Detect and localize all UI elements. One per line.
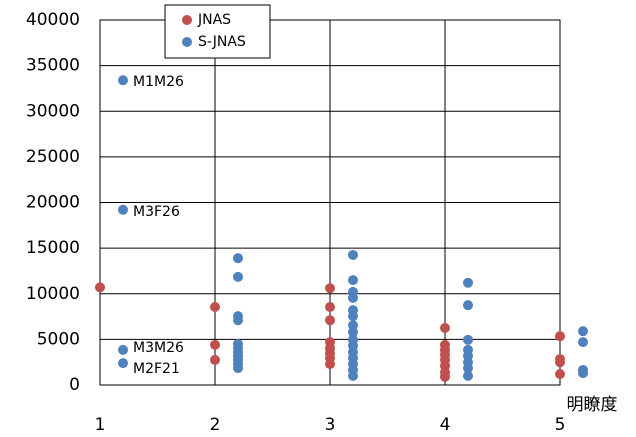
x-tick-label: 2 [210, 415, 221, 435]
point [463, 370, 473, 381]
point [555, 357, 565, 368]
point [348, 370, 358, 381]
point [325, 283, 335, 294]
annotation: M2F21 [133, 361, 180, 377]
point [440, 371, 450, 382]
point [463, 277, 473, 288]
point [210, 354, 220, 365]
annotation: M3F26 [133, 204, 180, 220]
x-tick-label: 3 [325, 415, 336, 435]
point [555, 369, 565, 380]
y-tick-label: 35000 [26, 56, 80, 76]
x-tick-label: 5 [555, 415, 566, 435]
point [440, 322, 450, 333]
point [463, 363, 473, 374]
point [348, 292, 358, 303]
legend-label: JNAS [197, 12, 231, 28]
point [555, 331, 565, 342]
y-tick-label: 40000 [26, 10, 80, 30]
point [233, 253, 243, 264]
point [325, 359, 335, 370]
annotation: M3M26 [133, 340, 184, 356]
point [348, 311, 358, 322]
point [233, 271, 243, 282]
point [348, 275, 358, 286]
plot-border [99, 19, 561, 386]
point [348, 327, 358, 338]
point [348, 320, 358, 331]
point [233, 315, 243, 326]
point [118, 75, 128, 86]
point [578, 337, 588, 348]
y-tick-label: 30000 [26, 101, 80, 121]
y-tick-label: 20000 [26, 193, 80, 213]
point [118, 204, 128, 215]
point [463, 334, 473, 345]
point [95, 282, 105, 293]
y-tick-label: 25000 [26, 147, 80, 167]
point [210, 301, 220, 312]
legend-label: S-JNAS [198, 34, 246, 50]
point [325, 315, 335, 326]
x-tick-label: 4 [440, 415, 451, 435]
point [578, 326, 588, 337]
y-tick-label: 5000 [37, 329, 80, 349]
legend-marker [182, 15, 192, 25]
point [325, 301, 335, 312]
annotation: M1M26 [133, 74, 184, 90]
y-tick-label: 10000 [26, 284, 80, 304]
y-tick-label: 15000 [26, 238, 80, 258]
point [210, 339, 220, 350]
point [118, 358, 128, 369]
point [463, 300, 473, 311]
legend-marker [182, 37, 192, 47]
point [118, 344, 128, 355]
point [348, 249, 358, 260]
x-tick-label: 1 [95, 415, 106, 435]
point [578, 368, 588, 379]
legend-box [164, 4, 271, 59]
point [233, 363, 243, 374]
x-axis-label: 明瞭度 [567, 395, 618, 415]
y-tick-label: 0 [69, 375, 80, 395]
